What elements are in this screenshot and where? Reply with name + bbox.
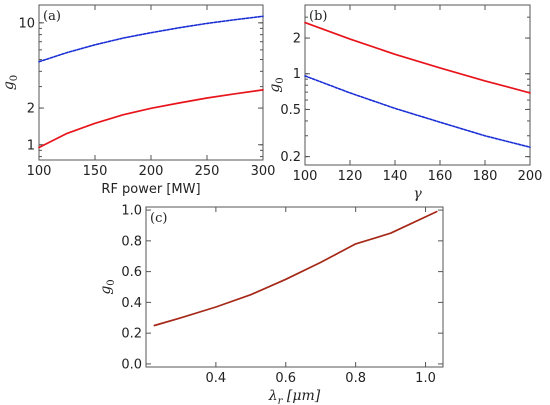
x-tick-label: 150 bbox=[83, 164, 108, 179]
plot-frame bbox=[38, 4, 264, 161]
x-tick-label: 300 bbox=[251, 164, 276, 179]
y-tick-label: 2 bbox=[27, 102, 35, 117]
series-line-blue bbox=[38, 15, 264, 63]
series-line-red bbox=[304, 21, 531, 94]
y-tick-label: 1 bbox=[27, 138, 35, 153]
x-tick-label: 100 bbox=[293, 169, 318, 184]
y-tick-label: 0.2 bbox=[121, 327, 142, 342]
panel-label: (b) bbox=[309, 9, 327, 24]
x-tick-label: 200 bbox=[518, 169, 543, 184]
series-line-blue bbox=[304, 75, 531, 148]
x-axis-label: γ bbox=[413, 186, 422, 202]
x-tick-label: 0.6 bbox=[275, 371, 296, 386]
x-tick-label: 180 bbox=[473, 169, 498, 184]
plot-frame bbox=[304, 4, 531, 166]
y-axis-label: g0 bbox=[98, 279, 117, 294]
x-axis-label: λr [μm] bbox=[268, 388, 321, 405]
chart-panel-1: 100 150 200 250 300 1 2 10 (a) g0 RF power [MW] bbox=[1, 4, 276, 197]
y-tick-label: 0.2 bbox=[280, 150, 301, 165]
series-line-brown bbox=[153, 210, 438, 327]
y-tick-label: 0.6 bbox=[121, 265, 142, 280]
panel-label: (a) bbox=[43, 9, 61, 24]
y-axis-label: g0 bbox=[267, 77, 286, 92]
y-tick-label: 0.8 bbox=[121, 234, 142, 249]
y-tick-label: 1 bbox=[293, 67, 301, 82]
plot-frame bbox=[145, 206, 444, 368]
y-tick-label: 2 bbox=[293, 32, 301, 47]
y-tick-label: 0.4 bbox=[121, 296, 142, 311]
x-tick-label: 200 bbox=[139, 164, 164, 179]
x-tick-label: 100 bbox=[27, 164, 52, 179]
y-tick-label: 1.0 bbox=[121, 204, 142, 219]
chart-panel-3: 0.4 0.6 0.8 1.0 0.0 0.2 0.4 0.6 0.8 1.0 (c) g0 λr [μ… bbox=[98, 204, 444, 405]
y-tick-label: 0.0 bbox=[121, 357, 142, 372]
x-tick-label: 250 bbox=[195, 164, 220, 179]
y-tick-label: 10 bbox=[18, 16, 35, 31]
x-tick-label: 0.4 bbox=[206, 371, 227, 386]
x-tick-label: 160 bbox=[428, 169, 453, 184]
chart-panel-2: 100 120 140 160 180 200 0.2 0.5 1 2 (b) g0 γ bbox=[267, 4, 543, 202]
y-tick-label: 0.5 bbox=[280, 103, 301, 118]
x-axis-label: RF power [MW] bbox=[101, 182, 200, 197]
panel-label: (c) bbox=[150, 211, 167, 226]
x-tick-label: 1.0 bbox=[415, 371, 436, 386]
x-tick-label: 120 bbox=[338, 169, 363, 184]
x-tick-label: 140 bbox=[383, 169, 408, 184]
series-line-red bbox=[38, 89, 264, 149]
y-axis-label: g0 bbox=[1, 75, 20, 90]
x-tick-label: 0.8 bbox=[345, 371, 366, 386]
